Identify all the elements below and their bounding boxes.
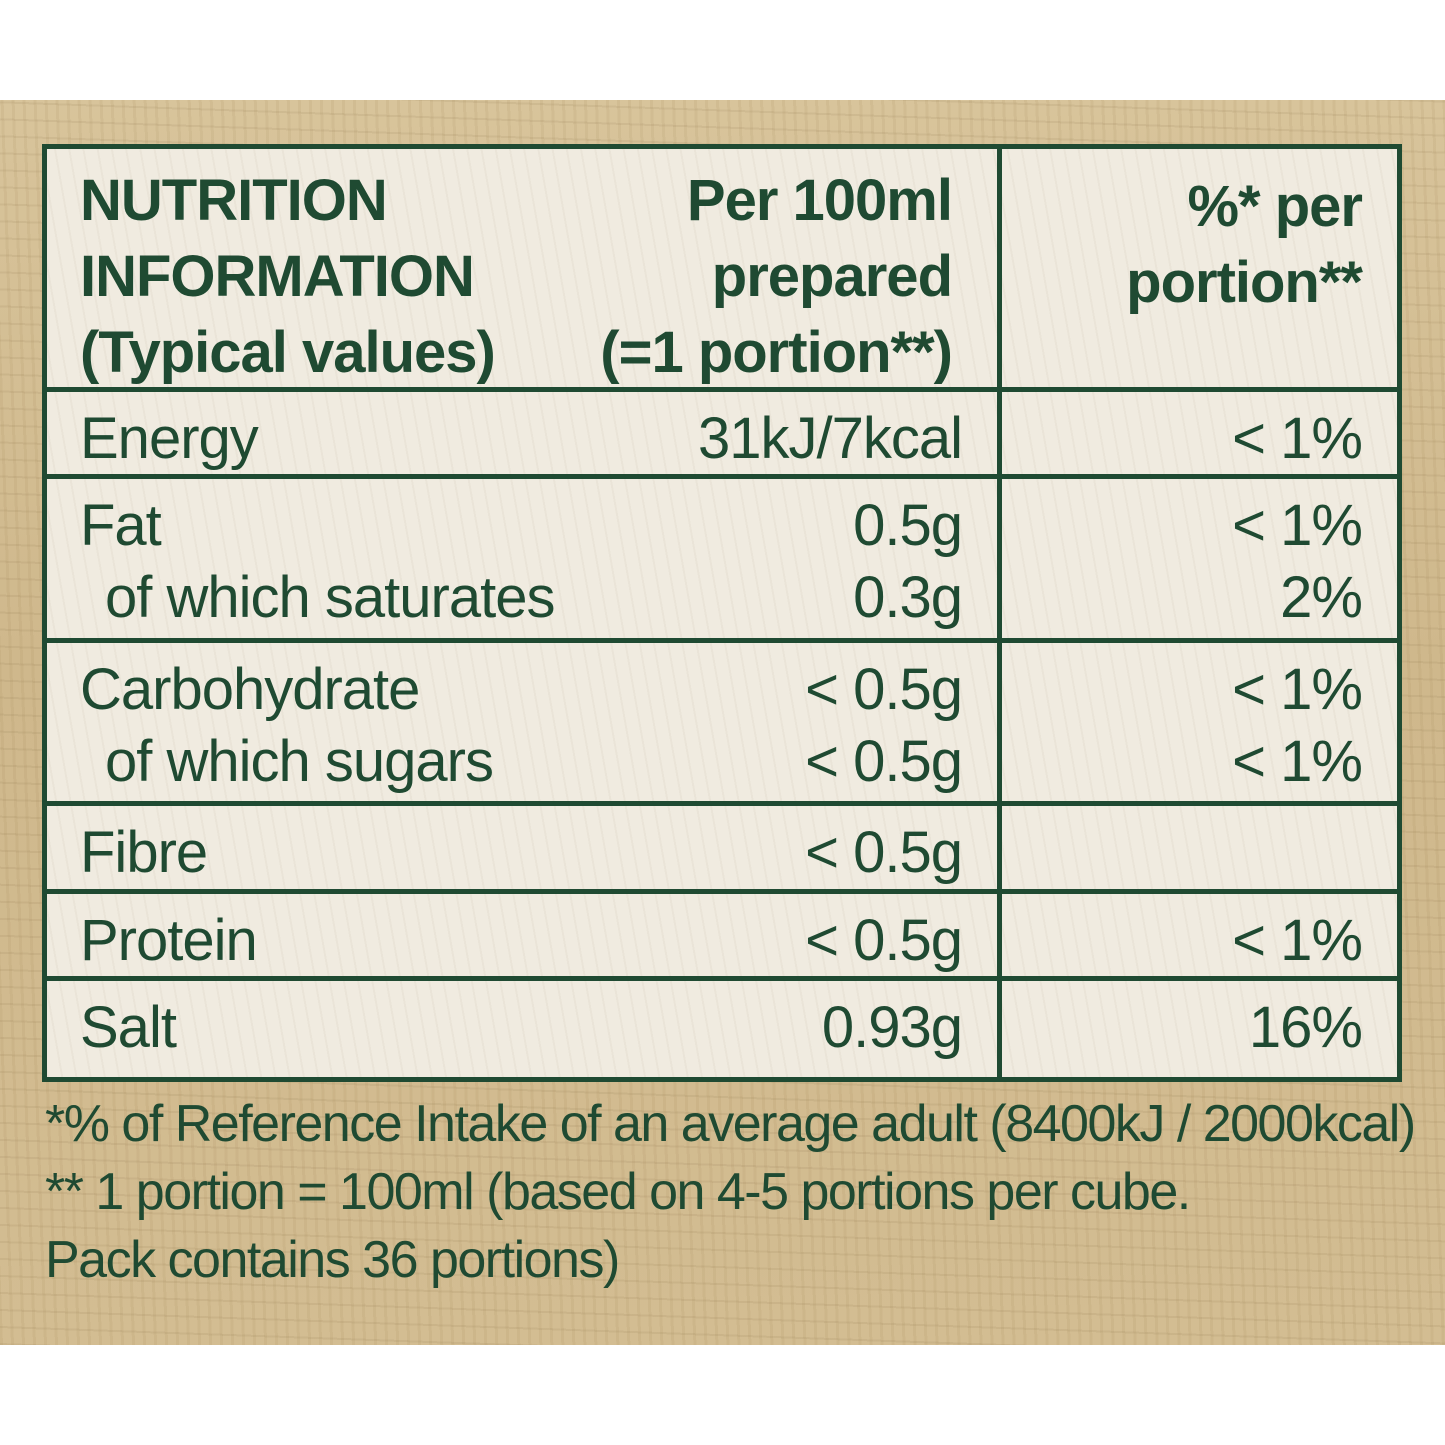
nutrient-percent-fat: < 1% (1232, 493, 1363, 558)
header-per100-line1: Per 100ml (686, 168, 953, 233)
row-separator (47, 387, 1397, 392)
nutrient-value-saturates: 0.3g (853, 565, 963, 630)
row-separator (47, 801, 1397, 806)
nutrient-name-saturates: of which saturates (105, 565, 555, 630)
nutrient-value-protein: < 0.5g (805, 908, 963, 973)
row-separator (47, 474, 1397, 479)
header-title-line3: (Typical values) (80, 320, 496, 385)
header-percent-per-portion: %* per portion** (1126, 169, 1363, 321)
row-separator (47, 638, 1397, 643)
header-percent-line2: portion** (1126, 250, 1363, 315)
nutrient-name-protein: Protein (80, 908, 258, 973)
nutrient-name-energy: Energy (80, 406, 259, 471)
footnote-pack-portions: Pack contains 36 portions) (45, 1231, 620, 1289)
nutrient-name-salt: Salt (80, 995, 177, 1060)
nutrient-value-energy: 31kJ/7kcal (697, 406, 963, 471)
nutrient-percent-carbohydrate: < 1% (1232, 657, 1363, 722)
header-per100-line3: (=1 portion**) (600, 320, 953, 385)
footnote-portion-definition: ** 1 portion = 100ml (based on 4-5 porti… (45, 1163, 1191, 1221)
nutrition-table: NUTRITION INFORMATION (Typical values) P… (42, 144, 1402, 1082)
nutrient-name-fibre: Fibre (80, 820, 208, 885)
nutrition-label-panel: NUTRITION INFORMATION (Typical values) P… (0, 100, 1445, 1345)
column-divider (997, 149, 1002, 1077)
nutrient-value-salt: 0.93g (821, 995, 963, 1060)
nutrient-name-carbohydrate: Carbohydrate (80, 657, 420, 722)
nutrient-percent-salt: 16% (1248, 995, 1363, 1060)
header-title-line1: NUTRITION (80, 168, 388, 233)
footnote-reference-intake: *% of Reference Intake of an average adu… (45, 1095, 1416, 1153)
nutrient-value-sugars: < 0.5g (805, 729, 963, 794)
nutrient-name-sugars: of which sugars (105, 729, 494, 794)
nutrient-value-carbohydrate: < 0.5g (805, 657, 963, 722)
nutrient-percent-sugars: < 1% (1232, 729, 1363, 794)
nutrient-value-fat: 0.5g (853, 493, 963, 558)
nutrient-percent-saturates: 2% (1280, 565, 1363, 630)
header-percent-line1: %* per (1187, 174, 1363, 239)
header-per-100ml: Per 100ml prepared (=1 portion**) (600, 163, 953, 391)
nutrient-percent-protein: < 1% (1232, 908, 1363, 973)
footnotes: *% of Reference Intake of an average adu… (45, 1090, 1425, 1294)
header-title: NUTRITION INFORMATION (Typical values) (80, 163, 496, 391)
nutrient-percent-energy: < 1% (1232, 406, 1363, 471)
nutrient-value-fibre: < 0.5g (805, 820, 963, 885)
row-separator (47, 889, 1397, 894)
header-per100-line2: prepared (711, 244, 953, 309)
header-title-line2: INFORMATION (80, 244, 475, 309)
row-separator (47, 976, 1397, 981)
nutrient-name-fat: Fat (80, 493, 162, 558)
